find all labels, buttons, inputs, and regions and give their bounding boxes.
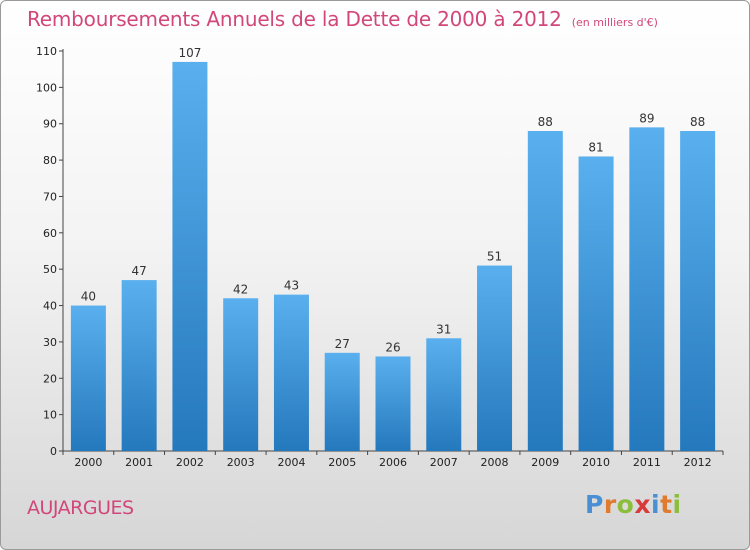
x-tick-label: 2003 — [227, 456, 255, 469]
y-tick-label: 90 — [43, 118, 57, 131]
bar-value-label: 26 — [385, 340, 400, 354]
bar-value-label: 88 — [538, 115, 553, 129]
y-tick-label: 70 — [43, 190, 57, 203]
bar — [70, 305, 106, 451]
x-tick-label: 2006 — [379, 456, 407, 469]
bar-value-label: 42 — [233, 282, 248, 296]
bar-value-label: 47 — [132, 264, 147, 278]
y-tick-label: 50 — [43, 263, 57, 276]
y-tick-label: 20 — [43, 372, 57, 385]
bar — [527, 131, 563, 451]
bar-value-label: 27 — [335, 337, 350, 351]
logo-letter: i — [651, 490, 661, 519]
bar-value-label: 31 — [436, 322, 451, 336]
chart-title: Remboursements Annuels de la Dette de 20… — [27, 7, 562, 31]
y-tick-label: 110 — [36, 45, 57, 58]
y-tick-label: 80 — [43, 154, 57, 167]
logo-letter: o — [616, 490, 635, 519]
x-tick-label: 2010 — [582, 456, 610, 469]
commune-name: AUJARGUES — [27, 497, 134, 519]
x-tick-label: 2002 — [176, 456, 204, 469]
bar — [223, 298, 259, 451]
bar-value-label: 107 — [178, 46, 201, 60]
bar — [680, 131, 716, 451]
bar-value-label: 81 — [588, 140, 603, 154]
bar-value-label: 88 — [690, 115, 705, 129]
bar — [578, 156, 614, 452]
logo-letter: i — [672, 490, 682, 519]
logo-letter: t — [660, 490, 673, 519]
bar — [324, 352, 360, 451]
x-tick-label: 2009 — [531, 456, 559, 469]
x-tick-label: 2011 — [633, 456, 661, 469]
bar-value-label: 51 — [487, 250, 502, 264]
bar — [172, 61, 208, 452]
x-tick-label: 2000 — [74, 456, 102, 469]
y-tick-label: 0 — [50, 445, 57, 458]
bar — [121, 280, 157, 451]
proxiti-logo: Proxiti — [585, 490, 682, 519]
bar — [629, 127, 665, 451]
logo-letter: P — [585, 490, 604, 519]
x-tick-label: 2005 — [328, 456, 356, 469]
x-tick-label: 2001 — [125, 456, 153, 469]
y-tick-label: 60 — [43, 227, 57, 240]
bar — [426, 338, 462, 451]
x-tick-label: 2007 — [430, 456, 458, 469]
x-tick-label: 2004 — [277, 456, 305, 469]
y-tick-label: 30 — [43, 336, 57, 349]
y-tick-label: 10 — [43, 409, 57, 422]
y-tick-label: 100 — [36, 81, 57, 94]
x-tick-label: 2008 — [481, 456, 509, 469]
logo-letter: r — [603, 490, 617, 519]
chart-subtitle: (en milliers d'€) — [571, 16, 658, 29]
bar-value-label: 43 — [284, 279, 299, 293]
title-row: Remboursements Annuels de la Dette de 20… — [27, 7, 658, 31]
logo-letter: x — [634, 490, 651, 519]
bar-value-label: 40 — [81, 290, 96, 304]
x-tick-label: 2012 — [684, 456, 712, 469]
y-tick-label: 40 — [43, 300, 57, 313]
bar — [477, 265, 513, 451]
bar — [375, 356, 411, 451]
bar-value-label: 89 — [639, 111, 654, 125]
bar — [273, 294, 309, 451]
